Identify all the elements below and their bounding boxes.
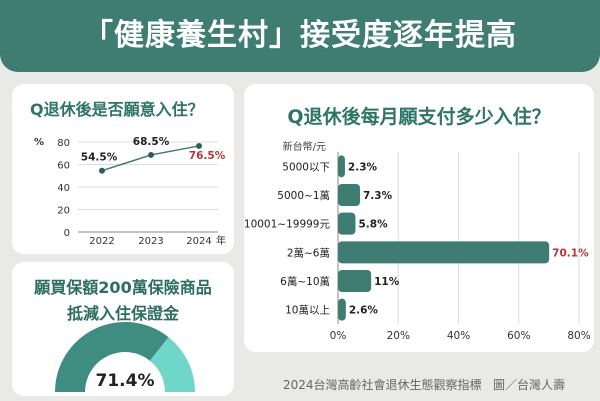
bar-value-label: 70.1%	[552, 247, 589, 259]
data-point	[99, 167, 105, 174]
x-tick-label: 80%	[567, 330, 590, 342]
y-tick-label: 0	[64, 228, 70, 239]
source-note: 2024台灣高齡社會退休生態觀察指標	[283, 378, 482, 392]
data-point	[148, 151, 154, 158]
x-tick-label: 40%	[447, 330, 470, 342]
line-chart-title: Q退休後是否願意入住？	[30, 100, 204, 119]
bar	[338, 298, 346, 321]
bar-value-label: 2.6%	[349, 305, 379, 317]
bar-chart-card: Q退休後每月願支付多少入住？ 新台幣/元 0% 20% 40% 60% 80% 5000以下…	[244, 84, 594, 352]
line-chart-card: Q退休後是否願意入住？ 0 20 40 60 80% 2022 2023 2024 年 54.5%…	[12, 84, 234, 254]
page-title: 「健康養生村」接受度逐年提高	[83, 18, 517, 53]
bar	[338, 241, 550, 264]
data-label: 68.5%	[133, 136, 170, 148]
category-label: 5000以下	[282, 161, 330, 173]
category-label: 2萬~6萬	[287, 246, 330, 259]
y-tick-label: 40	[57, 183, 70, 194]
header-banner: 「健康養生村」接受度逐年提高	[0, 0, 600, 72]
image-credit: 圖／台灣人壽	[493, 378, 566, 392]
x-tick-label: 0%	[330, 330, 347, 342]
line-chart: 0 20 40 60 80% 2022 2023 2024 年 54.5% 68.5% 76.5%	[34, 136, 226, 247]
y-axis-unit: %	[34, 137, 44, 148]
gauge-chart: 71.4%	[55, 322, 195, 392]
category-label: 10001~19999元	[244, 219, 331, 231]
bar	[338, 155, 345, 178]
x-tick-label: 2022	[89, 236, 114, 247]
category-label: 10萬以上	[285, 304, 330, 317]
y-tick-label: 60	[57, 161, 70, 172]
gauge-filled-arc	[55, 322, 169, 392]
x-tick-label: 2023	[138, 236, 163, 247]
y-tick-label: 80	[57, 138, 70, 149]
category-label: 6萬~10萬	[280, 275, 330, 288]
data-label: 76.5%	[189, 150, 226, 162]
bar-value-label: 11%	[374, 276, 400, 288]
data-point	[196, 142, 202, 149]
unit-label: 新台幣/元	[283, 140, 326, 153]
data-label: 54.5%	[81, 152, 118, 164]
gauge-remaining-arc	[149, 337, 195, 392]
bar-value-label: 5.8%	[358, 219, 388, 231]
x-tick-label: 2024	[186, 236, 211, 247]
y-tick-label: 20	[57, 206, 70, 217]
gauge-value-label: 71.4%	[96, 371, 155, 391]
bar-value-label: 2.3%	[348, 161, 378, 173]
bar	[338, 212, 356, 235]
x-axis-unit: 年	[216, 234, 226, 247]
gauge-title: 願買保額200萬保險商品	[34, 278, 212, 297]
gauge-card: 願買保額200萬保險商品 抵減入住保證金 71.4%	[12, 262, 234, 396]
bar-chart: 新台幣/元 0% 20% 40% 60% 80% 5000以下 2.3% 5000~1萬 7.3%…	[244, 140, 591, 342]
category-label: 5000~1萬	[277, 189, 330, 202]
bar	[338, 270, 372, 292]
bar	[338, 184, 360, 206]
x-tick-label: 20%	[387, 330, 410, 342]
gauge-subtitle: 抵減入住保證金	[66, 304, 179, 323]
bar-value-label: 7.3%	[363, 190, 393, 202]
bar-chart-title: Q退休後每月願支付多少入住？	[287, 106, 551, 128]
x-tick-label: 60%	[507, 330, 530, 342]
